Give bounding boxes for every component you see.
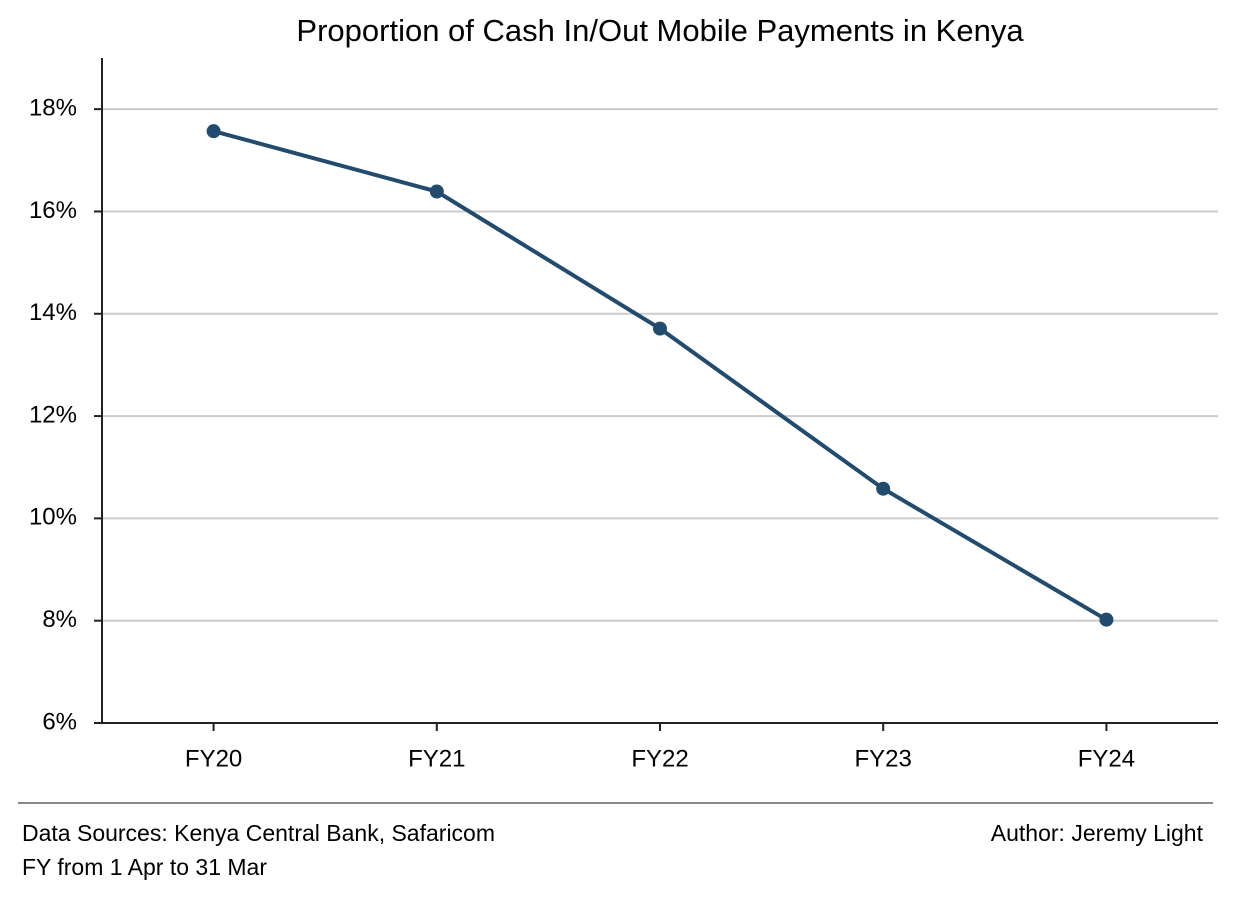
footer-source: Data Sources: Kenya Central Bank, Safari… — [22, 820, 495, 846]
data-point — [206, 124, 221, 139]
y-tick-label: 8% — [42, 606, 77, 633]
y-tick-label: 6% — [42, 708, 77, 735]
y-tick-label: 10% — [29, 504, 77, 531]
y-tick-label: 16% — [29, 197, 77, 224]
footer-note: FY from 1 Apr to 31 Mar — [22, 854, 267, 880]
x-tick-label: FY22 — [631, 745, 688, 772]
data-point — [429, 184, 444, 199]
data-line — [213, 129, 1108, 622]
x-tick-label: FY23 — [855, 745, 912, 772]
y-tick-label: 12% — [29, 401, 77, 428]
data-point — [653, 321, 667, 336]
data-point — [1099, 612, 1114, 627]
chart-title: Proportion of Cash In/Out Mobile Payment… — [296, 13, 1024, 48]
x-tick-label: FY21 — [408, 745, 465, 772]
y-tick-label: 18% — [29, 94, 77, 121]
x-tick-label: FY24 — [1078, 745, 1135, 772]
x-tick-label: FY20 — [185, 745, 242, 772]
data-point — [876, 481, 891, 496]
y-tick-label: 14% — [29, 299, 77, 326]
footer-author: Author: Jeremy Light — [991, 820, 1204, 846]
